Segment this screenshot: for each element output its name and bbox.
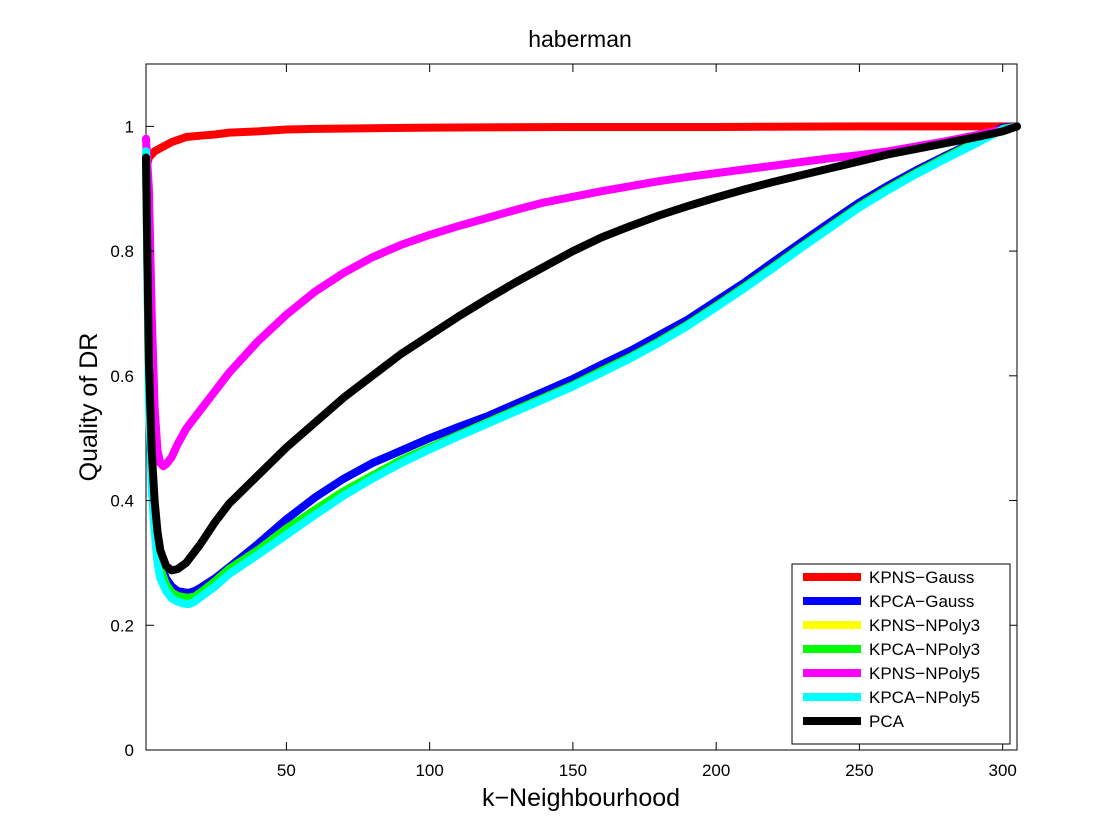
series-line-pca	[142, 122, 1021, 575]
x-axis-title: k−Neighbourhood	[482, 784, 680, 812]
series-layer	[142, 122, 1021, 609]
y-axis-title: Quality of DR	[75, 333, 103, 482]
y-tick-label: 0.2	[110, 616, 134, 635]
legend-box	[791, 563, 1011, 745]
y-axis-ticks: 0 0.2 0.4 0.6 0.8 1	[110, 117, 1017, 760]
legend-label-kpca-gauss: KPCA−Gauss	[869, 592, 974, 611]
plot-area	[142, 63, 1021, 751]
x-tick-label: 150	[559, 761, 587, 780]
legend-label-kpns-gauss: KPNS−Gauss	[869, 568, 974, 587]
series-line-kpca-npoly5	[142, 122, 1021, 609]
x-tick-label: 300	[988, 761, 1016, 780]
x-tick-label: 100	[415, 761, 443, 780]
x-axis-ticks: 50 100 150 200 250 300	[277, 64, 1017, 780]
legend-label-kpns-npoly3: KPNS−NPoly3	[869, 616, 980, 635]
y-tick-label: 0.8	[110, 242, 134, 261]
y-tick-label: 0.6	[110, 367, 134, 386]
legend-label-kpca-npoly3: KPCA−NPoly3	[869, 640, 980, 659]
y-tick-label: 0.4	[110, 492, 134, 511]
legend-label-kpns-npoly5: KPNS−NPoly5	[869, 664, 980, 683]
series-line-kpns-npoly5	[142, 122, 1021, 471]
y-tick-label: 1	[125, 117, 134, 136]
x-tick-label: 200	[702, 761, 730, 780]
legend-label-kpca-npoly5: KPCA−NPoly5	[869, 688, 980, 707]
x-tick-label: 50	[277, 761, 296, 780]
chart-title: haberman	[528, 26, 632, 52]
y-tick-label: 0	[125, 741, 134, 760]
series-line-kpns-gauss	[142, 122, 1021, 174]
x-tick-label: 250	[845, 761, 873, 780]
legend-label-pca: PCA	[869, 712, 905, 731]
legend: KPNS−Gauss KPCA−Gauss KPNS−NPoly3 KPCA−NPol…	[791, 563, 1011, 745]
